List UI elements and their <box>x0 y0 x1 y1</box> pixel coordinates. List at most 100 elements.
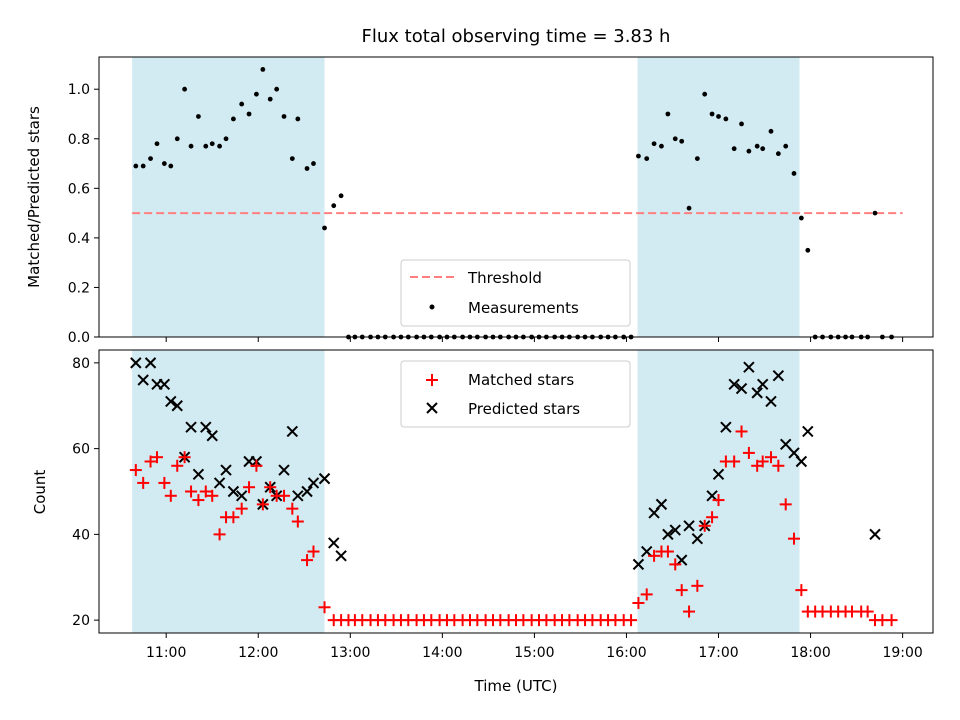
marker-stroke <box>165 395 177 408</box>
top-y-tick-label: 0.4 <box>68 231 90 247</box>
matched-star-marker <box>192 494 205 507</box>
x-tick-label: 16:00 <box>606 645 646 661</box>
measurement-point <box>196 114 201 119</box>
bottom-y-tick-label: 40 <box>72 527 90 543</box>
marker-stroke <box>802 425 814 438</box>
measurement-point <box>791 171 797 176</box>
marker-stroke <box>328 537 340 549</box>
predicted-star-marker <box>130 357 142 369</box>
measurement-point <box>694 156 700 161</box>
matched-star-marker <box>756 455 769 468</box>
measurement-point <box>331 203 337 209</box>
predicted-star-marker <box>669 524 681 536</box>
matched-star-marker <box>861 605 874 618</box>
marker-stroke <box>632 558 645 571</box>
matched-star-marker <box>264 481 277 494</box>
measurement-point <box>651 141 657 147</box>
predicted-star-marker <box>756 378 769 391</box>
matched-star-marker <box>764 451 777 464</box>
measurement-point <box>254 91 259 97</box>
predicted-star-marker <box>691 532 704 545</box>
predicted-star-marker <box>655 498 668 511</box>
measurement-point <box>289 156 295 161</box>
top-shaded-regions <box>132 57 800 337</box>
predicted-star-marker <box>206 430 218 442</box>
top-y-tick-label: 0.6 <box>68 181 90 197</box>
marker-stroke <box>235 490 248 502</box>
measurement-point <box>702 91 708 97</box>
predicted-star-marker <box>728 378 740 391</box>
shaded-interval <box>637 57 800 337</box>
marker-stroke <box>137 374 149 386</box>
top-y-tick-label: 0.8 <box>68 132 90 148</box>
measurement-point <box>686 205 692 211</box>
marker-stroke <box>765 395 777 408</box>
matched-star-marker <box>698 519 711 532</box>
marker-stroke <box>728 378 740 391</box>
matched-star-marker <box>278 489 291 502</box>
legend-measurement-swatch <box>429 304 435 310</box>
measurement-point <box>644 156 650 161</box>
bottom-axes: 20 40 60 80 11:00 12:00 13:00 14:00 15:00 16:00 17… <box>72 356 923 661</box>
measurement-point <box>140 163 146 169</box>
predicted-star-marker <box>720 421 732 433</box>
marker-stroke <box>307 477 320 489</box>
matched-star-marker <box>640 588 653 601</box>
measurement-point <box>709 111 715 117</box>
predicted-star-marker <box>286 425 299 438</box>
marker-stroke <box>641 545 653 558</box>
bottom-y-tick-label: 60 <box>72 442 90 458</box>
matched-star-marker <box>706 511 719 524</box>
predicted-star-marker <box>335 550 347 562</box>
marker-stroke <box>286 425 299 438</box>
predicted-star-marker <box>165 395 177 408</box>
measurement-point <box>311 161 316 166</box>
legend-matched-swatch <box>426 374 438 386</box>
measurement-point <box>267 96 273 102</box>
marker-stroke <box>712 468 725 481</box>
bottom-y-tick-label: 80 <box>72 356 90 372</box>
measurement-points <box>133 66 894 340</box>
measurement-point <box>281 114 287 119</box>
measurement-point <box>672 136 678 142</box>
measurement-point <box>223 136 229 142</box>
measurement-point <box>636 153 641 159</box>
x-tick-label: 12:00 <box>238 645 278 661</box>
measurement-point <box>148 156 153 161</box>
x-tick-label: 15:00 <box>514 645 554 661</box>
predicted-star-marker <box>318 472 331 485</box>
measurement-point <box>217 143 222 149</box>
matched-star-marker <box>291 515 304 528</box>
marker-stroke <box>772 370 785 382</box>
predicted-star-marker <box>278 464 290 476</box>
matched-star-marker <box>243 481 256 494</box>
predicted-star-marker <box>632 558 645 571</box>
predicted-star-marker <box>235 490 248 502</box>
marker-stroke <box>227 485 240 498</box>
predicted-star-marker <box>292 490 304 502</box>
predicted-star-marker <box>200 421 212 433</box>
legend-matched-label: Matched stars <box>468 371 574 389</box>
predicted-star-marker <box>735 382 748 395</box>
measurement-point <box>716 114 721 119</box>
predicted-star-marker <box>772 370 785 382</box>
measurement-point <box>665 111 671 117</box>
measurement-point <box>760 146 766 152</box>
shaded-interval <box>132 350 325 633</box>
marker-stroke <box>706 490 718 502</box>
top-legend: Threshold Measurements <box>400 259 631 327</box>
x-tick-label: 14:00 <box>422 645 462 661</box>
x-tick-label: 17:00 <box>698 645 738 661</box>
measurement-point <box>203 143 209 149</box>
marker-stroke <box>795 455 808 468</box>
marker-stroke <box>669 524 681 536</box>
predicted-star-marker <box>869 528 881 541</box>
matched-star-marker <box>795 584 808 597</box>
marker-stroke <box>788 447 800 459</box>
x-tick-label: 11:00 <box>146 645 186 661</box>
measurement-point <box>338 193 344 199</box>
measurement-point <box>274 86 280 92</box>
matched-star-marker <box>199 485 212 498</box>
matched-star-marker <box>164 489 177 502</box>
